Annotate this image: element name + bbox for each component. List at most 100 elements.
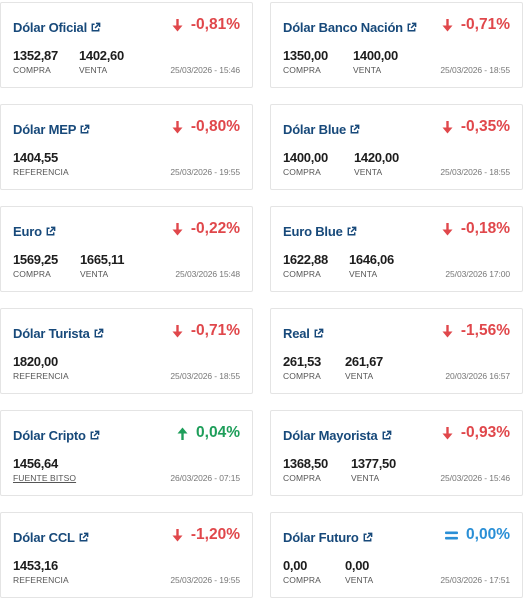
card-dolar-blue: Dólar Blue -0,35% 1400,00 COMPRA 1420,00… [270, 104, 523, 190]
card-title-link[interactable]: Real [283, 326, 324, 341]
label-referencia: REFERENCIA [13, 371, 69, 381]
card-title-link[interactable]: Dólar Futuro [283, 530, 373, 545]
label-venta: VENTA [354, 167, 383, 177]
arrow-down-icon [442, 18, 453, 31]
change-badge: -0,71% [172, 322, 240, 340]
change-badge: -0,71% [442, 16, 510, 34]
card-title-link[interactable]: Dólar Banco Nación [283, 20, 417, 35]
card-title: Dólar CCL [13, 530, 75, 545]
card-dolar-banco-nacion: Dólar Banco Nación -0,71% 1350,00 COMPRA… [270, 2, 523, 88]
label-compra: COMPRA [283, 65, 321, 75]
timestamp: 25/03/2026 17:00 [445, 269, 510, 279]
change-value: -0,80% [190, 118, 240, 135]
label-compra: COMPRA [283, 167, 321, 177]
value-compra: 261,53 [283, 354, 321, 369]
value-venta: 1377,50 [351, 456, 396, 471]
card-title: Dólar Futuro [283, 530, 359, 545]
change-badge: -0,81% [172, 16, 240, 34]
label-venta: VENTA [345, 371, 374, 381]
change-value: -0,35% [460, 118, 510, 135]
change-badge: 0,04% [177, 424, 240, 442]
value-venta: 0,00 [345, 558, 370, 573]
card-title-link[interactable]: Dólar Blue [283, 122, 360, 137]
change-badge: -1,20% [172, 526, 240, 544]
card-title-link[interactable]: Dólar MEP [13, 122, 90, 137]
change-value: -0,18% [460, 220, 510, 237]
change-value: -0,93% [460, 424, 510, 441]
value-venta: 1665,11 [80, 252, 125, 267]
card-title: Euro Blue [283, 224, 343, 239]
change-badge: -1,56% [442, 322, 510, 340]
arrow-down-icon [172, 18, 183, 31]
external-link-icon [407, 22, 417, 32]
change-badge: -0,22% [172, 220, 240, 238]
change-badge: -0,35% [442, 118, 510, 136]
external-link-icon [80, 124, 90, 134]
value-compra: 0,00 [283, 558, 308, 573]
change-value: -1,20% [190, 526, 240, 543]
value-venta: 1400,00 [353, 48, 398, 63]
card-title-link[interactable]: Euro [13, 224, 56, 239]
card-title-link[interactable]: Euro Blue [283, 224, 357, 239]
value-venta: 1646,06 [349, 252, 394, 267]
card-title: Real [283, 326, 310, 341]
change-value: 0,00% [466, 526, 510, 543]
timestamp: 25/03/2026 - 19:55 [170, 167, 240, 177]
card-title: Euro [13, 224, 42, 239]
timestamp: 25/03/2026 - 15:46 [170, 65, 240, 75]
external-link-icon [363, 532, 372, 542]
label-referencia: REFERENCIA [13, 167, 69, 177]
label-compra: COMPRA [283, 371, 321, 381]
arrow-down-icon [172, 528, 183, 541]
external-link-icon [91, 22, 101, 32]
arrow-up-icon [177, 427, 188, 440]
external-link-icon [350, 124, 360, 134]
timestamp: 25/03/2026 - 19:55 [170, 575, 240, 585]
value-referencia: 1456,64 [13, 456, 58, 471]
external-link-icon [90, 430, 100, 440]
timestamp: 20/03/2026 16:57 [445, 371, 510, 381]
card-title-link[interactable]: Dólar Turista [13, 326, 104, 341]
timestamp: 25/03/2026 - 17:51 [440, 575, 510, 585]
value-compra: 1400,00 [283, 150, 328, 165]
label-compra: COMPRA [13, 65, 51, 75]
arrow-down-icon [172, 120, 183, 133]
change-badge: -0,80% [172, 118, 240, 136]
external-link-icon [347, 226, 356, 236]
change-value: -0,71% [460, 16, 510, 33]
card-title-link[interactable]: Dólar CCL [13, 530, 89, 545]
timestamp: 25/03/2026 - 15:46 [440, 473, 510, 483]
source-link[interactable]: FUENTE BITSO [13, 473, 77, 483]
card-dolar-futuro: Dólar Futuro 0,00% 0,00 COMPRA 0,00 VENT… [270, 512, 523, 598]
card-title: Dólar Oficial [13, 20, 87, 35]
value-referencia: 1404,55 [13, 150, 58, 165]
card-real: Real -1,56% 261,53 COMPRA 261,67 VENTA 2… [270, 308, 523, 394]
timestamp: 25/03/2026 - 18:55 [170, 371, 240, 381]
value-venta: 261,67 [345, 354, 383, 369]
label-compra: COMPRA [283, 269, 321, 279]
label-compra: COMPRA [283, 473, 321, 483]
value-compra: 1569,25 [13, 252, 58, 267]
change-value: -0,81% [190, 16, 240, 33]
card-title: Dólar MEP [13, 122, 77, 137]
external-link-icon [94, 328, 103, 338]
arrow-down-icon [442, 120, 453, 133]
card-title-link[interactable]: Dólar Mayorista [283, 428, 392, 443]
card-euro-blue: Euro Blue -0,18% 1622,88 COMPRA 1646,06 … [270, 206, 523, 292]
label-venta: VENTA [351, 473, 380, 483]
card-title: Dólar Mayorista [283, 428, 378, 443]
card-euro: Euro -0,22% 1569,25 COMPRA 1665,11 VENTA… [0, 206, 253, 292]
card-title: Dólar Turista [13, 326, 90, 341]
card-title-link[interactable]: Dólar Cripto [13, 428, 100, 443]
card-dolar-mep: Dólar MEP -0,80% 1404,55 REFERENCIA 25/0… [0, 104, 253, 190]
timestamp: 25/03/2026 - 18:55 [440, 65, 510, 75]
arrow-down-icon [172, 324, 183, 337]
label-referencia: REFERENCIA [13, 575, 69, 585]
label-venta: VENTA [80, 269, 109, 279]
label-venta: VENTA [353, 65, 382, 75]
card-title-link[interactable]: Dólar Oficial [13, 20, 101, 35]
value-referencia: 1453,16 [13, 558, 58, 573]
card-dolar-turista: Dólar Turista -0,71% 1820,00 REFERENCIA … [0, 308, 253, 394]
arrow-down-icon [442, 426, 453, 439]
